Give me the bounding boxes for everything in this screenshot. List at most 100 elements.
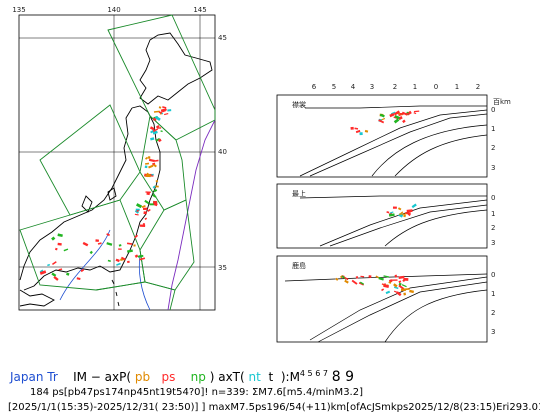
section-event	[368, 275, 372, 278]
section-3-slab	[284, 273, 488, 343]
map-event	[82, 241, 89, 247]
section-event	[393, 118, 400, 124]
map-event	[52, 261, 57, 265]
section-event	[402, 278, 406, 283]
dist-tick: 3	[370, 83, 374, 91]
map-event	[57, 233, 63, 237]
section-event	[378, 119, 385, 124]
map-event	[57, 242, 62, 246]
cross-section-1: 6 5 4 3 2 1 0 1 2 襟裳 百km 0 1 2 3	[276, 83, 511, 178]
map-event	[144, 165, 148, 169]
map-event	[76, 277, 81, 280]
section-1-unit: 百km	[493, 98, 511, 106]
section-event	[359, 281, 365, 285]
section-event	[378, 276, 384, 281]
map-event	[134, 213, 139, 216]
depth-tick: 1	[491, 290, 495, 298]
map-event	[143, 211, 147, 215]
map-event	[126, 242, 133, 245]
dist-tick: 1	[413, 83, 417, 91]
section-event	[401, 111, 408, 116]
map-event	[154, 159, 159, 162]
map-event	[106, 233, 110, 237]
section-event	[393, 286, 399, 290]
legend-mag-small: 4 5 6 7	[299, 369, 328, 378]
lat-label-40: 40	[218, 148, 227, 156]
section-event	[391, 279, 398, 281]
map-event	[127, 260, 130, 263]
section-event	[392, 206, 397, 209]
map-event	[136, 209, 139, 213]
dist-tick: 2	[393, 83, 397, 91]
dist-tick: 5	[332, 83, 336, 91]
map-event	[155, 185, 159, 188]
lat-label-45: 45	[218, 34, 227, 42]
depth-tick: 3	[491, 239, 495, 247]
map-event	[116, 262, 121, 266]
section-1-events	[350, 110, 420, 136]
map-event	[145, 156, 149, 160]
section-event	[393, 110, 400, 116]
section-event	[381, 288, 385, 292]
map-event	[152, 185, 157, 189]
section-3-events	[335, 274, 415, 297]
map-event	[167, 109, 172, 112]
map-event	[55, 247, 58, 251]
map-event	[134, 234, 139, 239]
section-2-title: 最上	[292, 189, 306, 198]
section-event	[360, 275, 365, 278]
map-event	[148, 158, 156, 163]
map-event	[150, 137, 155, 141]
section-event	[413, 112, 417, 115]
section-event	[375, 275, 379, 279]
lon-label-145: 145	[193, 6, 206, 14]
section-1-slab	[299, 105, 488, 177]
map-event	[141, 205, 146, 208]
depth-tick: 2	[491, 309, 495, 317]
map-event	[152, 163, 157, 168]
cross-section-3: 鹿島 0 1 2 3	[276, 255, 495, 343]
section-event	[350, 126, 354, 130]
map-event	[135, 208, 140, 211]
depth-tick: 0	[491, 194, 495, 202]
section-1-distance-axis: 6 5 4 3 2 1 0 1 2	[312, 83, 480, 91]
section-event	[413, 110, 420, 113]
map-event	[160, 130, 163, 133]
section-event	[354, 127, 359, 130]
section-event	[344, 276, 349, 281]
section-event	[344, 279, 349, 284]
map-event	[107, 259, 111, 262]
map-event	[133, 244, 136, 247]
section-1-title: 襟裳	[292, 100, 306, 109]
map-event	[152, 128, 159, 132]
depth-tick: 3	[491, 164, 495, 172]
section-1-frame	[276, 94, 488, 178]
section-event	[383, 275, 390, 278]
map-event	[135, 203, 143, 209]
map-event	[158, 111, 163, 114]
section-2-slab	[299, 195, 488, 247]
section-event	[379, 113, 385, 118]
section-event	[364, 129, 369, 133]
map-event	[137, 254, 144, 258]
map-event	[153, 200, 158, 204]
map-event	[97, 242, 102, 245]
section-event	[393, 290, 400, 294]
legend-nt: nt	[248, 370, 261, 384]
map-event	[53, 276, 59, 281]
legend-ps: ps	[161, 370, 176, 384]
dist-tick: 6	[312, 83, 317, 91]
dist-tick: 4	[351, 83, 356, 91]
lat-label-35: 35	[218, 264, 227, 272]
section-event	[394, 274, 398, 278]
lon-label-135: 135	[12, 6, 25, 14]
map-event	[142, 223, 146, 226]
legend-np: np	[190, 370, 206, 384]
section-event	[398, 116, 403, 121]
map-event	[157, 138, 162, 143]
tectonic-line	[59, 229, 111, 301]
section-2-events	[386, 203, 417, 218]
depth-tick: 0	[491, 271, 495, 279]
map-event	[115, 258, 120, 263]
legend-im: IM − axP(	[73, 370, 132, 384]
